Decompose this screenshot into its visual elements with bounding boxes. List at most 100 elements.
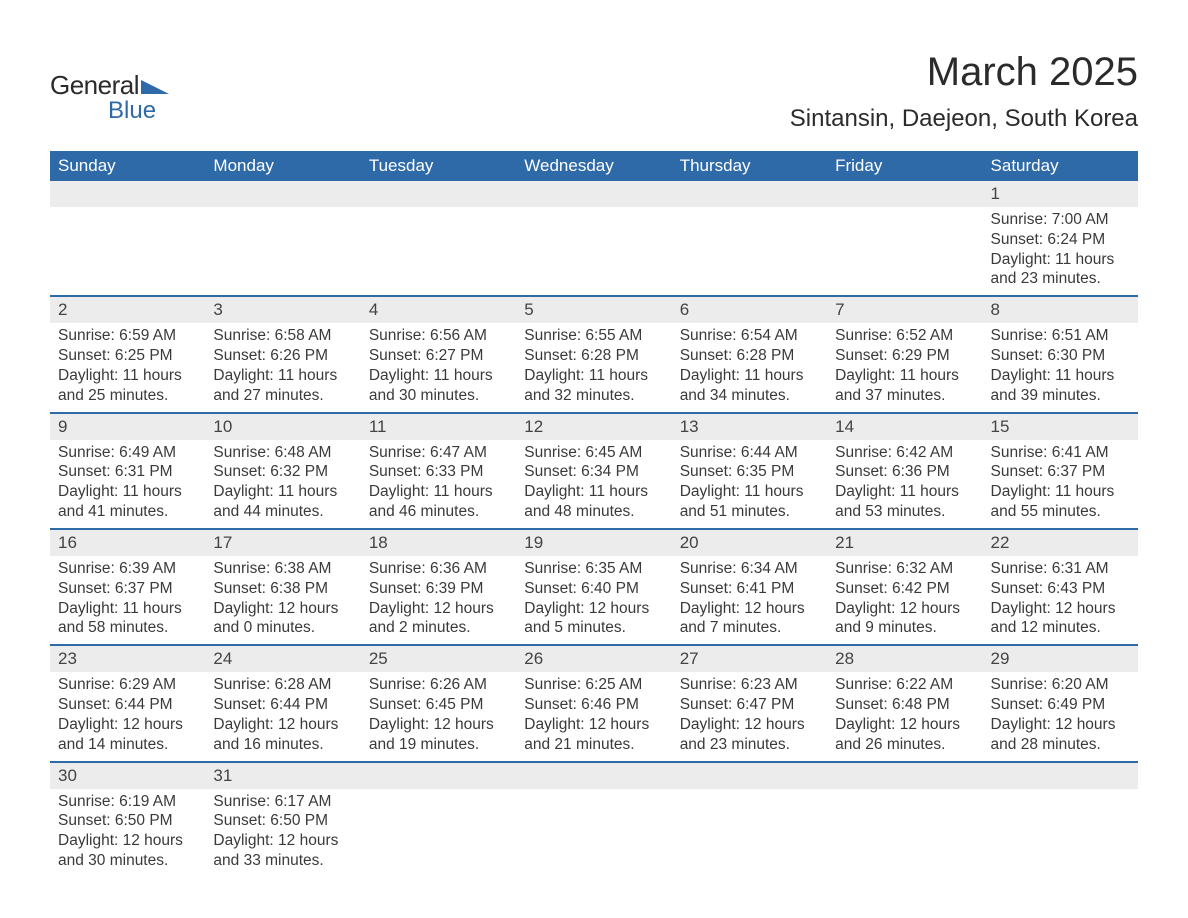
calendar-table: Sunday Monday Tuesday Wednesday Thursday… xyxy=(50,151,1138,877)
sunrise-text: Sunrise: 6:28 AM xyxy=(213,675,352,695)
logo-line1: General xyxy=(50,70,139,100)
day-detail-cell: Sunrise: 6:17 AMSunset: 6:50 PMDaylight:… xyxy=(205,789,360,877)
daylight-text-1: Daylight: 11 hours xyxy=(835,482,974,502)
day-number-cell: 2 xyxy=(50,296,205,323)
sunset-text: Sunset: 6:38 PM xyxy=(213,579,352,599)
daylight-text-1: Daylight: 12 hours xyxy=(835,599,974,619)
sunset-text: Sunset: 6:42 PM xyxy=(835,579,974,599)
day-number-row: 1 xyxy=(50,181,1138,207)
sunrise-text: Sunrise: 6:36 AM xyxy=(369,559,508,579)
weekday-header: Friday xyxy=(827,151,982,181)
sunrise-text: Sunrise: 6:25 AM xyxy=(524,675,663,695)
day-number-cell: 8 xyxy=(983,296,1138,323)
daylight-text-1: Daylight: 12 hours xyxy=(835,715,974,735)
daylight-text-1: Daylight: 11 hours xyxy=(369,366,508,386)
sunrise-text: Sunrise: 6:31 AM xyxy=(991,559,1130,579)
sunrise-text: Sunrise: 6:55 AM xyxy=(524,326,663,346)
daylight-text-2: and 5 minutes. xyxy=(524,618,663,638)
day-detail-cell: Sunrise: 6:39 AMSunset: 6:37 PMDaylight:… xyxy=(50,556,205,645)
day-detail-cell: Sunrise: 6:25 AMSunset: 6:46 PMDaylight:… xyxy=(516,672,671,761)
day-number-cell: 9 xyxy=(50,413,205,440)
day-detail-cell xyxy=(672,789,827,877)
day-number-cell xyxy=(827,762,982,789)
day-number-cell xyxy=(516,762,671,789)
daylight-text-2: and 9 minutes. xyxy=(835,618,974,638)
daylight-text-2: and 12 minutes. xyxy=(991,618,1130,638)
day-number-cell: 28 xyxy=(827,645,982,672)
day-detail-row: Sunrise: 6:29 AMSunset: 6:44 PMDaylight:… xyxy=(50,672,1138,761)
day-detail-row: Sunrise: 7:00 AMSunset: 6:24 PMDaylight:… xyxy=(50,207,1138,296)
sunset-text: Sunset: 6:32 PM xyxy=(213,462,352,482)
daylight-text-2: and 30 minutes. xyxy=(58,851,197,871)
sunrise-text: Sunrise: 6:54 AM xyxy=(680,326,819,346)
weekday-header-row: Sunday Monday Tuesday Wednesday Thursday… xyxy=(50,151,1138,181)
day-detail-cell: Sunrise: 6:31 AMSunset: 6:43 PMDaylight:… xyxy=(983,556,1138,645)
daylight-text-1: Daylight: 12 hours xyxy=(680,599,819,619)
day-detail-cell: Sunrise: 6:19 AMSunset: 6:50 PMDaylight:… xyxy=(50,789,205,877)
daylight-text-2: and 14 minutes. xyxy=(58,735,197,755)
sunset-text: Sunset: 6:28 PM xyxy=(524,346,663,366)
weekday-header: Monday xyxy=(205,151,360,181)
sunrise-text: Sunrise: 7:00 AM xyxy=(991,210,1130,230)
day-number-cell xyxy=(672,762,827,789)
day-number-cell: 24 xyxy=(205,645,360,672)
daylight-text-2: and 27 minutes. xyxy=(213,386,352,406)
day-detail-cell: Sunrise: 6:28 AMSunset: 6:44 PMDaylight:… xyxy=(205,672,360,761)
day-number-cell: 25 xyxy=(361,645,516,672)
sunset-text: Sunset: 6:31 PM xyxy=(58,462,197,482)
daylight-text-1: Daylight: 12 hours xyxy=(213,831,352,851)
daylight-text-2: and 53 minutes. xyxy=(835,502,974,522)
sunrise-text: Sunrise: 6:23 AM xyxy=(680,675,819,695)
daylight-text-2: and 32 minutes. xyxy=(524,386,663,406)
day-detail-cell: Sunrise: 6:34 AMSunset: 6:41 PMDaylight:… xyxy=(672,556,827,645)
sunset-text: Sunset: 6:25 PM xyxy=(58,346,197,366)
title-month: March 2025 xyxy=(790,50,1138,95)
daylight-text-1: Daylight: 12 hours xyxy=(991,715,1130,735)
sunset-text: Sunset: 6:46 PM xyxy=(524,695,663,715)
daylight-text-2: and 19 minutes. xyxy=(369,735,508,755)
day-detail-cell: Sunrise: 6:58 AMSunset: 6:26 PMDaylight:… xyxy=(205,323,360,412)
day-detail-cell: Sunrise: 6:44 AMSunset: 6:35 PMDaylight:… xyxy=(672,440,827,529)
day-detail-cell: Sunrise: 6:54 AMSunset: 6:28 PMDaylight:… xyxy=(672,323,827,412)
daylight-text-1: Daylight: 11 hours xyxy=(58,482,197,502)
logo: General Blue xyxy=(50,70,169,125)
daylight-text-1: Daylight: 11 hours xyxy=(991,366,1130,386)
daylight-text-2: and 7 minutes. xyxy=(680,618,819,638)
sunrise-text: Sunrise: 6:47 AM xyxy=(369,443,508,463)
day-number-cell: 23 xyxy=(50,645,205,672)
sunset-text: Sunset: 6:28 PM xyxy=(680,346,819,366)
sunset-text: Sunset: 6:45 PM xyxy=(369,695,508,715)
daylight-text-2: and 37 minutes. xyxy=(835,386,974,406)
daylight-text-2: and 41 minutes. xyxy=(58,502,197,522)
sunset-text: Sunset: 6:44 PM xyxy=(213,695,352,715)
daylight-text-1: Daylight: 11 hours xyxy=(213,366,352,386)
weekday-header: Saturday xyxy=(983,151,1138,181)
day-detail-cell xyxy=(983,789,1138,877)
day-detail-cell xyxy=(361,207,516,296)
day-number-cell: 19 xyxy=(516,529,671,556)
daylight-text-1: Daylight: 12 hours xyxy=(369,599,508,619)
day-number-cell: 31 xyxy=(205,762,360,789)
day-detail-cell xyxy=(516,789,671,877)
weekday-header: Sunday xyxy=(50,151,205,181)
daylight-text-2: and 58 minutes. xyxy=(58,618,197,638)
day-number-cell: 22 xyxy=(983,529,1138,556)
daylight-text-1: Daylight: 11 hours xyxy=(58,599,197,619)
daylight-text-1: Daylight: 11 hours xyxy=(991,482,1130,502)
sunrise-text: Sunrise: 6:34 AM xyxy=(680,559,819,579)
day-number-cell: 17 xyxy=(205,529,360,556)
logo-line2: Blue xyxy=(108,97,169,125)
day-detail-cell xyxy=(205,207,360,296)
day-number-cell: 4 xyxy=(361,296,516,323)
sunset-text: Sunset: 6:30 PM xyxy=(991,346,1130,366)
daylight-text-2: and 51 minutes. xyxy=(680,502,819,522)
sunrise-text: Sunrise: 6:19 AM xyxy=(58,792,197,812)
day-number-cell: 1 xyxy=(983,181,1138,207)
sunset-text: Sunset: 6:39 PM xyxy=(369,579,508,599)
day-number-cell: 30 xyxy=(50,762,205,789)
sunrise-text: Sunrise: 6:38 AM xyxy=(213,559,352,579)
day-number-cell: 27 xyxy=(672,645,827,672)
day-detail-cell: Sunrise: 6:32 AMSunset: 6:42 PMDaylight:… xyxy=(827,556,982,645)
day-detail-cell: Sunrise: 6:36 AMSunset: 6:39 PMDaylight:… xyxy=(361,556,516,645)
sunset-text: Sunset: 6:26 PM xyxy=(213,346,352,366)
